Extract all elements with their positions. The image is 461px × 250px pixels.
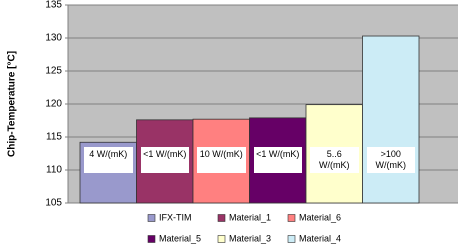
y-tick-label: 125 — [45, 66, 62, 77]
data-annotation: 10 W/(mK) — [197, 147, 246, 173]
y-tick-label: 120 — [45, 99, 62, 110]
legend-marker — [147, 235, 156, 243]
y-axis-label: Chip-Temperature [°C] — [7, 51, 18, 157]
legend-marker — [217, 214, 226, 222]
legend-marker — [287, 235, 296, 243]
legend-label: Material_5 — [159, 233, 201, 243]
data-annotation: <1 W/(mK) — [253, 147, 302, 173]
data-annotation: <1 W/(mK) — [140, 147, 189, 173]
legend-label: Material_6 — [299, 212, 341, 222]
data-annotation: 4 W/(mK) — [84, 147, 133, 173]
y-tick-label: 105 — [45, 198, 62, 209]
y-tick-label: 135 — [45, 0, 62, 11]
y-tick-label: 110 — [46, 165, 62, 176]
legend-label: Material_3 — [229, 233, 271, 243]
legend-label: Material_1 — [229, 212, 271, 222]
bar — [362, 35, 420, 204]
legend-marker — [147, 214, 156, 222]
y-tick-label: 115 — [46, 132, 62, 143]
legend-marker — [217, 235, 226, 243]
data-annotation: 5..6 W/(mK) — [310, 147, 359, 173]
y-tick-label: 130 — [45, 33, 62, 44]
data-annotation: >100 W/(mK) — [366, 147, 415, 173]
legend-label: Material_4 — [299, 233, 341, 243]
legend-marker — [287, 214, 296, 222]
legend-label: IFX-TIM — [159, 212, 192, 222]
